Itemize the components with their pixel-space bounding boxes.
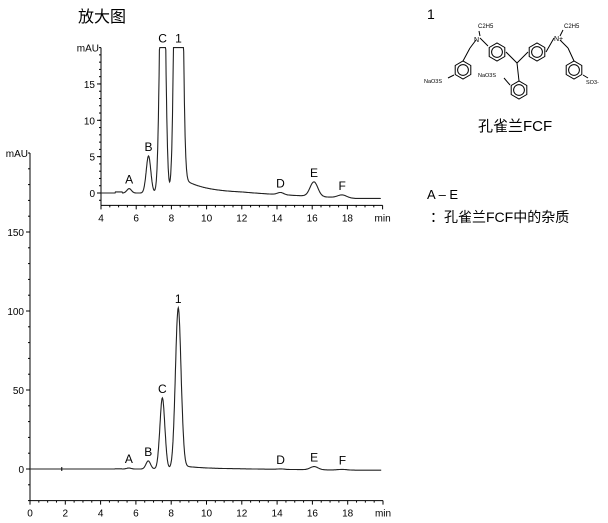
chromatogram-trace-0 [101, 47, 381, 200]
bond [462, 47, 471, 62]
y-axis-label: mAU [6, 149, 28, 160]
peak-label-D: D [276, 176, 285, 190]
x-tick-label: 14 [271, 213, 283, 224]
x-tick-label: 12 [236, 213, 248, 224]
x-tick-label: 14 [272, 509, 284, 520]
y-axis-label: mAU [77, 44, 99, 55]
bond [478, 30, 481, 37]
benzene-ring-4 [510, 80, 528, 100]
ethyl-right-label: C2H5 [564, 24, 580, 30]
chromatogram-trace-1 [30, 305, 382, 471]
x-tick-label: 10 [201, 213, 213, 224]
peak-label-E: E [310, 451, 318, 465]
x-axis-label: min [375, 213, 391, 224]
benzene-ring-2-inner [491, 46, 503, 58]
benzene-ring-left-inner [457, 64, 469, 76]
quinoid-ring-3-inner [531, 46, 543, 58]
x-tick-label: 0 [27, 509, 33, 520]
bond [469, 39, 477, 49]
bond [505, 51, 518, 64]
x-tick-label: 16 [307, 213, 319, 224]
y-tick-label: 50 [13, 386, 25, 397]
sulfo-left-label: NaO3S [424, 79, 442, 85]
bond [559, 39, 569, 49]
bond [516, 51, 529, 64]
y-tick-label: 150 [7, 228, 24, 239]
benzene-ring-2 [488, 42, 506, 62]
benzene-ring-left [454, 60, 472, 80]
sulfo-mid-label: NaO3S [478, 73, 496, 79]
x-tick-label: 4 [98, 509, 104, 520]
benzene-ring-4-inner [513, 84, 525, 96]
chemical-structure: C2H5 C2H5 N N+ NaO3S NaO3S SO3- [424, 24, 599, 100]
bond [479, 37, 489, 47]
peak-label-E: E [310, 166, 318, 180]
bond [447, 74, 455, 79]
peak-label-1: 1 [175, 32, 182, 46]
inset-title: 放大图 [78, 9, 127, 26]
peak-label-B: B [144, 445, 152, 459]
peak-label-A: A [125, 173, 133, 187]
n-right-label: N+ [554, 36, 563, 43]
sulfo-right-label: SO3- [586, 80, 599, 86]
peak-label-B: B [145, 140, 153, 154]
peak-label-C: C [158, 382, 167, 396]
x-tick-label: 6 [133, 213, 139, 224]
x-tick-label: 2 [63, 509, 69, 520]
compound-number: 1 [427, 6, 435, 22]
y-tick-label: 0 [18, 465, 24, 476]
benzene-ring-right [565, 60, 583, 80]
y-tick-label: 5 [89, 153, 95, 164]
compound-name: 孔雀兰FCF [478, 118, 553, 135]
x-tick-label: 12 [236, 509, 248, 520]
x-tick-label: 18 [342, 213, 354, 224]
axes-1 [26, 152, 384, 505]
bond [559, 29, 564, 37]
peak-label-D: D [276, 453, 285, 467]
y-tick-label: 10 [84, 116, 96, 127]
impurity-range: A – E [427, 187, 459, 202]
bond [582, 74, 589, 79]
impurity-description: ：孔雀兰FCF中的杂质 [430, 209, 570, 225]
benzene-ring-right-inner [568, 64, 580, 76]
y-tick-label: 100 [7, 307, 24, 318]
peak-label-F: F [339, 453, 346, 467]
bond [567, 47, 575, 62]
n-left-label: N [474, 37, 479, 44]
x-axis-label: min [375, 509, 391, 520]
peak-label-A: A [125, 452, 133, 466]
x-tick-label: 8 [168, 509, 174, 520]
bond [545, 37, 555, 53]
y-tick-label: 15 [84, 80, 96, 91]
x-tick-label: 6 [133, 509, 139, 520]
peak-label-F: F [338, 179, 345, 193]
bond [503, 77, 511, 86]
x-tick-label: 18 [342, 509, 354, 520]
bond [516, 62, 520, 82]
axes-0 [97, 47, 384, 210]
y-tick-label: 0 [89, 189, 95, 200]
x-tick-label: 16 [307, 509, 319, 520]
x-tick-label: 8 [169, 213, 175, 224]
peak-label-C: C [158, 32, 167, 46]
x-tick-label: 10 [201, 509, 213, 520]
ethyl-left-label: C2H5 [478, 24, 494, 30]
x-tick-label: 4 [98, 213, 104, 224]
quinoid-ring-3 [528, 42, 546, 62]
peak-label-1: 1 [175, 292, 182, 306]
